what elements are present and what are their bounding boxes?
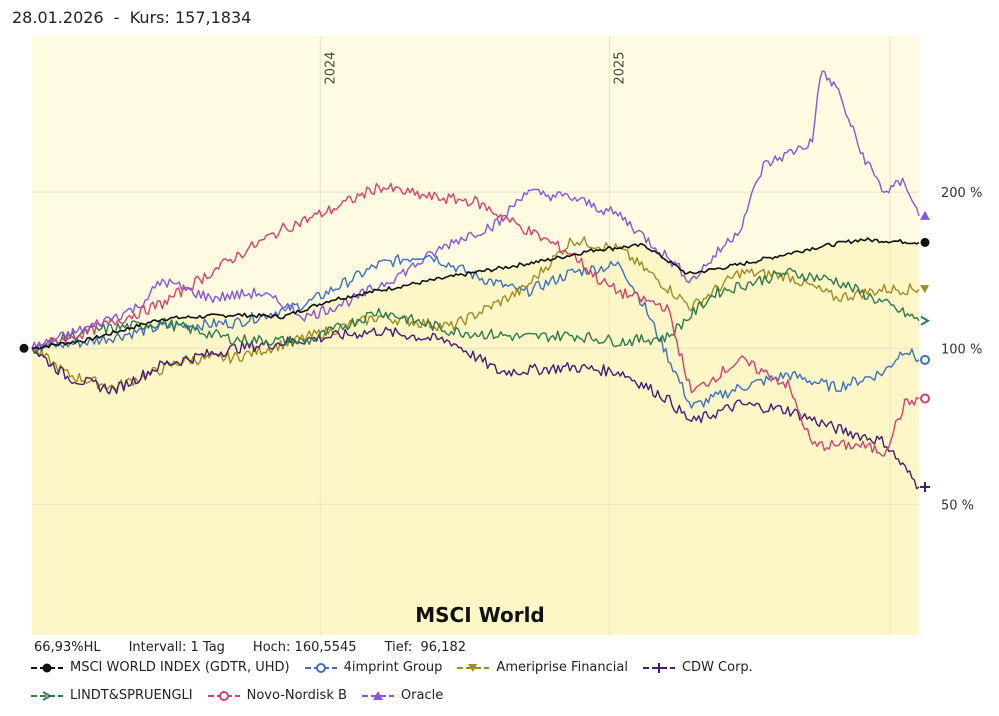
y-tick-label: 100 % (941, 342, 982, 357)
legend-item[interactable]: CDW Corp. (642, 660, 753, 675)
legend-swatch (31, 663, 63, 672)
legend-swatch-marker (315, 662, 326, 673)
series-end-marker (920, 482, 930, 493)
x-year-label: 2024 (323, 51, 338, 84)
tick-layer: 200 % 100 % 50 % 2024 2025 (323, 51, 982, 513)
series-line-ameriprise-financial (31, 236, 920, 391)
y-tick-label: 50 % (941, 498, 974, 513)
series-line-novo-nordisk-b (31, 182, 920, 457)
header-separator: - (113, 8, 120, 27)
legend-item[interactable]: Oracle (361, 688, 443, 703)
legend-item[interactable]: MSCI WORLD INDEX (GDTR, UHD) (30, 660, 290, 675)
legend-swatch (642, 662, 675, 673)
legend-label: 4imprint Group (343, 660, 443, 675)
legend-swatch-marker (653, 662, 664, 673)
legend-swatch (31, 690, 63, 701)
y-tick-label: 200 % (941, 186, 982, 201)
legend-swatch (457, 663, 490, 672)
chart-svg: 200 % 100 % 50 % 2024 2025 MSCI World (19, 36, 982, 635)
legend-swatch-marker (42, 663, 52, 672)
stat-hl: 66,93%HL (34, 640, 101, 655)
series-end-marker (920, 210, 930, 220)
legend-label: Oracle (400, 688, 444, 703)
series-line-lindt-spruengli (31, 267, 920, 353)
chart-header: 28.01.2026 - Kurs: 157,1834 (12, 8, 251, 27)
legend-label: LINDT&SPRUENGLI (70, 688, 193, 703)
legend-label: CDW Corp. (681, 660, 753, 675)
stats-bar: 66,93%HL Intervall: 1 Tag Hoch: 160,5545 Ti… (34, 640, 494, 655)
series-line-oracle (31, 70, 920, 352)
legend-item[interactable]: 4imprint Group (304, 660, 443, 675)
legend-item[interactable]: LINDT&SPRUENGLI (30, 688, 193, 703)
legend-item[interactable]: Ameriprise Financial (456, 660, 628, 675)
header-kurs-value: 157,1834 (174, 8, 252, 27)
legend-swatch-marker (468, 663, 478, 672)
legend-label: MSCI WORLD INDEX (GDTR, UHD) (70, 660, 290, 675)
legend-swatch-marker (372, 690, 383, 700)
series-end-marker (920, 237, 930, 247)
header-kurs-label: Kurs: (129, 8, 170, 27)
x-year-label: 2025 (612, 51, 627, 84)
legend-swatch (207, 690, 240, 701)
legend-label: Novo-Nordisk B (246, 688, 347, 703)
series-end-marker (920, 393, 930, 404)
series-end-marker (920, 315, 931, 326)
legend-item[interactable]: Novo-Nordisk B (207, 688, 347, 703)
legend-swatch (304, 662, 337, 673)
legend-row-1: MSCI WORLD INDEX (GDTR, UHD) 4imprint Gro… (30, 660, 767, 675)
chart-title: MSCI World (415, 603, 545, 627)
series-line-cdw-corp- (31, 326, 920, 490)
header-date: 28.01.2026 (12, 8, 104, 27)
stat-hoch: Hoch: 160,5545 (252, 640, 357, 655)
stat-tief: Tief: 96,182 (384, 640, 466, 655)
legend-label: Ameriprise Financial (496, 660, 628, 675)
legend-swatch-marker (218, 690, 229, 701)
legend-row-2: LINDT&SPRUENGLI Novo-Nordisk B Oracle (30, 688, 457, 703)
start-marker (19, 343, 29, 353)
series-end-marker (920, 354, 930, 365)
series-line-msci-world-index-gdtr-uhd- (31, 237, 920, 350)
legend-swatch-marker (42, 690, 53, 701)
series-end-marker (920, 285, 929, 294)
stat-interval: Intervall: 1 Tag (128, 640, 225, 655)
series-layer (19, 70, 931, 493)
legend-swatch (361, 690, 394, 700)
